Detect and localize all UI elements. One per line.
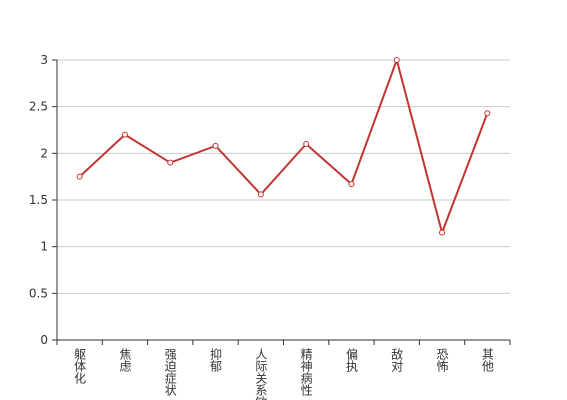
point (303, 141, 310, 147)
point (393, 57, 400, 63)
point (484, 110, 491, 117)
x-tick-label: 焦虑 (118, 348, 132, 372)
point (212, 142, 219, 149)
point (167, 159, 174, 166)
point (439, 229, 446, 236)
point (121, 131, 128, 138)
line (78, 56, 489, 236)
x-tick-label: 人际关系敏感 (254, 348, 268, 400)
point (76, 173, 83, 180)
y-tick-label: 0.5 (29, 286, 48, 300)
x-tick-label: 敌对 (390, 347, 404, 372)
x-tick-label: 恐怖 (435, 348, 449, 372)
y-tick-label: 1.5 (29, 193, 48, 207)
y-tick-label: 3 (40, 53, 48, 67)
point (257, 191, 264, 198)
x-tick-label: 偏执 (344, 347, 358, 373)
x-tick-label: 强迫症状 (163, 348, 177, 396)
x-tick-label: 精神病性 (299, 348, 313, 397)
y-tick-label: 1 (40, 240, 48, 254)
x-tick-label: 其他 (480, 348, 494, 372)
y-tick-label: 2 (40, 146, 48, 160)
x-tick-label: 躯体化 (73, 347, 87, 385)
x-tick-label: 抑郁 (209, 347, 223, 373)
point (348, 181, 355, 188)
y-tick-label: 0 (40, 333, 48, 347)
y-tick-label: 2.5 (29, 100, 48, 114)
